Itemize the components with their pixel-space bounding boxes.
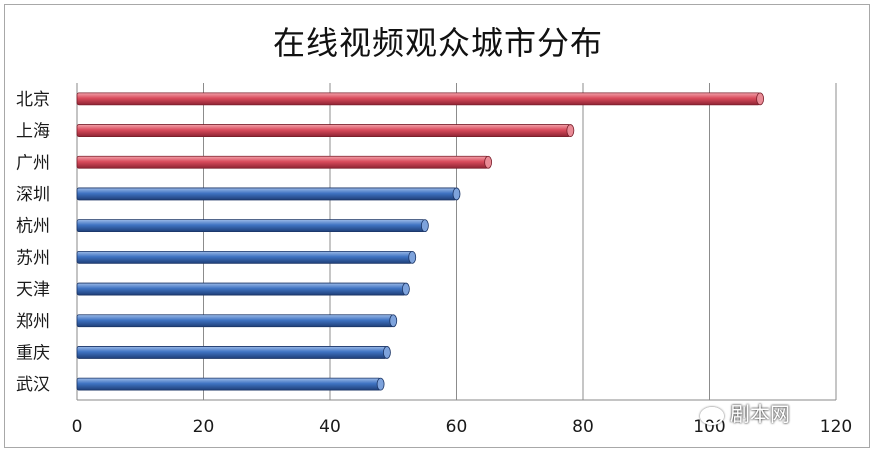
watermark: 剧本网 [700,398,790,427]
category-label: 武汉 [16,375,50,395]
bar-北京 [76,92,761,106]
bar-杭州 [76,219,426,233]
bar-武汉 [76,377,382,391]
bar-郑州 [76,314,394,328]
x-tick-label: 80 [572,417,594,437]
bar-cap-天津 [401,282,410,296]
bar-cap-北京 [756,92,764,106]
bar-苏州 [76,250,413,264]
x-tick-label: 40 [319,417,341,437]
bar-cap-广州 [484,155,493,169]
bar-上海 [76,124,571,137]
bar-cap-杭州 [420,219,429,233]
category-label: 重庆 [16,343,50,363]
bar-cap-苏州 [408,250,417,264]
category-label: 郑州 [16,312,50,332]
category-label: 上海 [16,122,50,142]
chart-title: 在线视频观众城市分布 [272,24,603,62]
x-tick-label: 120 [820,417,852,437]
category-label: 苏州 [16,248,50,268]
category-label: 北京 [16,90,50,110]
category-label: 天津 [16,280,50,300]
x-tick-label: 20 [193,417,215,437]
category-label: 杭州 [16,217,50,237]
bar-cap-郑州 [389,314,398,328]
category-label: 广州 [16,153,50,173]
x-tick-label: 60 [446,417,468,437]
watermark-text: 剧本网 [730,402,790,426]
bar-cap-深圳 [452,187,461,201]
bar-深圳 [76,187,457,201]
bar-重庆 [76,346,388,359]
bar-天津 [76,282,407,296]
bar-cap-武汉 [376,377,385,391]
x-tick-label: 0 [72,417,83,437]
wechat-icon [700,406,724,425]
bar-cap-上海 [566,124,575,137]
category-label: 深圳 [16,185,50,205]
bar-广州 [76,155,489,169]
bar-cap-重庆 [383,346,391,359]
